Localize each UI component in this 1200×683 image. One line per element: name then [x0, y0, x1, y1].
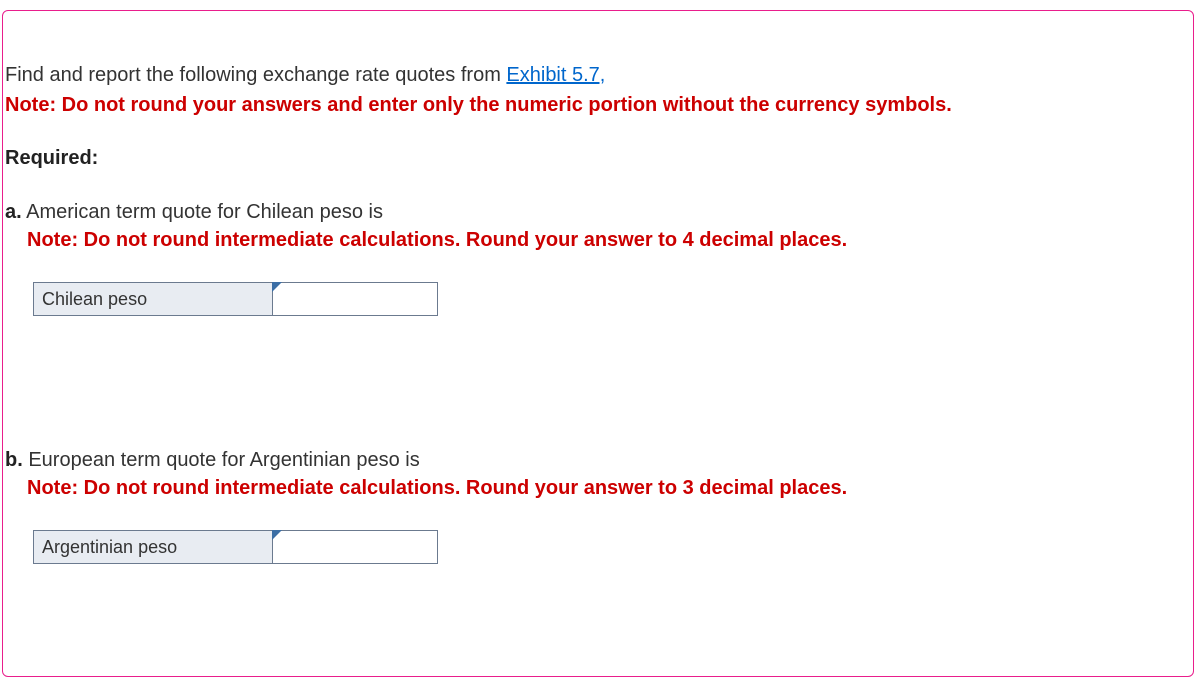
question-b-input-row: Argentinian peso — [33, 530, 1191, 564]
question-b-body: European term quote for Argentinian peso… — [23, 449, 420, 471]
main-note: Note: Do not round your answers and ente… — [5, 91, 1191, 119]
question-b-note: Note: Do not round intermediate calculat… — [5, 474, 1191, 502]
question-a-body: American term quote for Chilean peso is — [22, 201, 383, 223]
question-a-block: a. American term quote for Chilean peso … — [5, 198, 1191, 316]
exhibit-link[interactable]: Exhibit 5.7, — [506, 64, 605, 86]
question-b-input[interactable] — [273, 531, 437, 563]
question-a-text: a. American term quote for Chilean peso … — [5, 198, 1191, 226]
question-a-input-cell — [273, 282, 438, 316]
question-a-input[interactable] — [273, 283, 437, 315]
question-b-label-cell: Argentinian peso — [33, 530, 273, 564]
question-b-block: b. European term quote for Argentinian p… — [5, 446, 1191, 564]
question-b-input-cell — [273, 530, 438, 564]
question-a-note: Note: Do not round intermediate calculat… — [5, 226, 1191, 254]
question-a-marker: a. — [5, 201, 22, 223]
intro-text: Find and report the following exchange r… — [5, 61, 1191, 89]
question-panel: Find and report the following exchange r… — [2, 10, 1194, 677]
question-b-marker: b. — [5, 449, 23, 471]
question-a-label-cell: Chilean peso — [33, 282, 273, 316]
question-a-input-row: Chilean peso — [33, 282, 1191, 316]
question-b-text: b. European term quote for Argentinian p… — [5, 446, 1191, 474]
required-heading: Required: — [5, 147, 1191, 170]
intro-prefix: Find and report the following exchange r… — [5, 64, 506, 86]
